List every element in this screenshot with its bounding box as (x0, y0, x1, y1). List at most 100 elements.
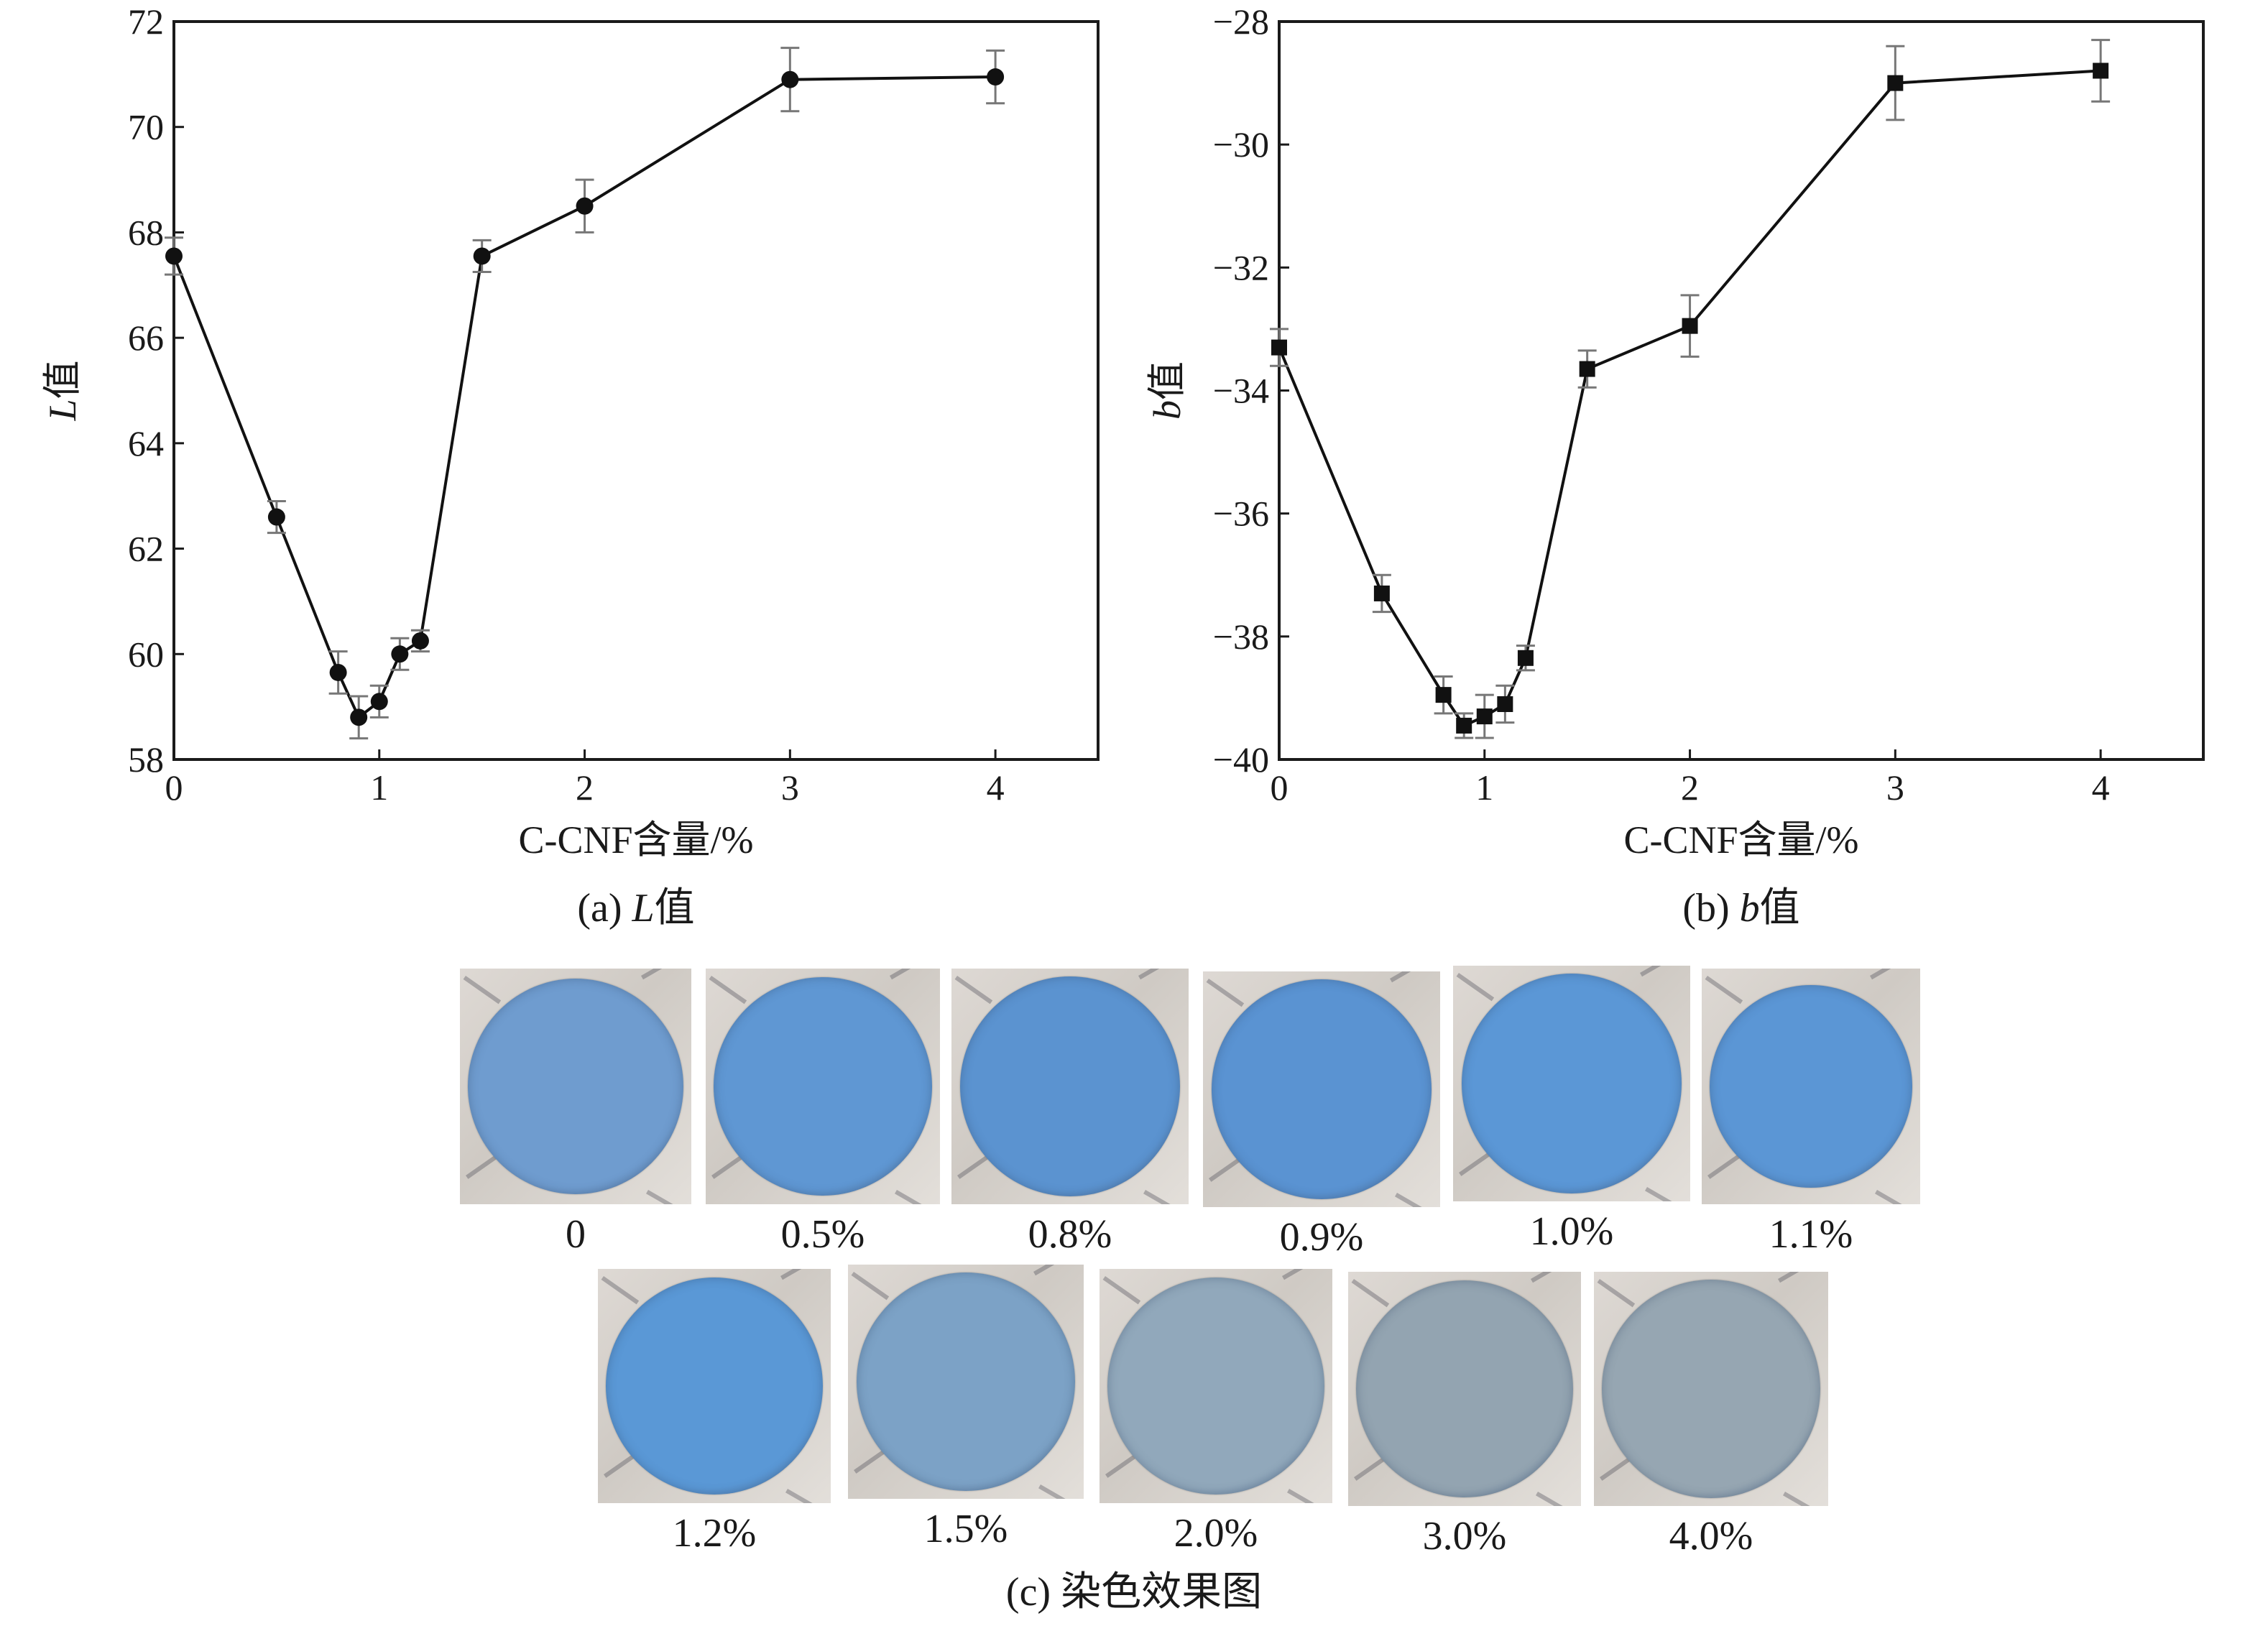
swatch-label: 0.5% (780, 1212, 865, 1257)
swatch-item: 1.0% (1453, 966, 1690, 1280)
y-tick-label: 64 (128, 423, 164, 463)
data-point (165, 247, 183, 265)
y-tick-label: 66 (128, 318, 164, 358)
data-point (1435, 687, 1452, 703)
data-point (1682, 318, 1698, 334)
x-tick-label: 4 (987, 767, 1005, 808)
sample-photo (1100, 1269, 1332, 1503)
swatch-label: 1.0% (1529, 1209, 1614, 1254)
swatch-label: 1.2% (672, 1511, 757, 1556)
swatch-item: 1.5% (848, 1265, 1084, 1578)
swatch-label: 0 (566, 1212, 586, 1257)
data-point (350, 708, 368, 726)
y-tick-label: −36 (1213, 494, 1269, 534)
sample-photo (598, 1269, 831, 1503)
swatch-label: 0.9% (1279, 1215, 1364, 1260)
sample-photo (951, 969, 1189, 1204)
y-tick-label: 68 (128, 212, 164, 252)
series-line (172, 75, 996, 720)
y-tick-label: 72 (128, 1, 164, 42)
dyed-disc (1356, 1280, 1573, 1497)
y-tick-label: −38 (1213, 616, 1269, 657)
sample-photo (1453, 966, 1690, 1201)
swatch-item: 4.0% (1594, 1272, 1828, 1585)
y-tick-label: 62 (128, 529, 164, 569)
swatch-label: 0.8% (1028, 1212, 1112, 1257)
data-point (411, 632, 429, 650)
data-point (781, 70, 799, 88)
dyed-disc (960, 976, 1180, 1196)
x-tick-label: 2 (576, 767, 594, 808)
x-tick-label: 3 (1886, 767, 1904, 808)
x-tick-label: 1 (1475, 767, 1493, 808)
swatch-item: 1.2% (598, 1269, 831, 1582)
dyed-disc (1710, 985, 1912, 1188)
y-tick-label: −34 (1213, 371, 1269, 411)
y-tick-label: −32 (1213, 247, 1269, 287)
data-point (1476, 708, 1493, 725)
swatch-item: 1.1% (1702, 969, 1920, 1283)
sample-photo (460, 969, 691, 1204)
sample-photo (706, 969, 940, 1204)
chart-caption: (a) L值 (577, 886, 694, 930)
series-line (1278, 69, 2101, 728)
data-point (1887, 75, 1904, 91)
data-point (2093, 63, 2109, 79)
data-point (391, 645, 409, 663)
swatch-item: 0 (460, 969, 691, 1283)
x-tick-label: 2 (1681, 767, 1699, 808)
dyed-disc (1462, 974, 1682, 1193)
caption-c: (c) 染色效果图 (1005, 1570, 1263, 1615)
swatch-label: 4.0% (1669, 1514, 1753, 1558)
dyed-disc (857, 1272, 1075, 1491)
plot-frame (172, 20, 1100, 761)
data-point (1517, 650, 1534, 666)
dyed-disc (606, 1278, 823, 1495)
y-tick-label: 60 (128, 634, 164, 674)
x-axis-label: C-CNF含量/% (1623, 818, 1858, 861)
swatch-item: 0.5% (706, 969, 940, 1283)
y-tick-label: 70 (128, 107, 164, 147)
x-tick-label: 0 (1271, 767, 1289, 808)
swatch-item: 0.9% (1203, 971, 1440, 1286)
dyed-disc (1212, 979, 1432, 1199)
data-point (1579, 361, 1595, 377)
swatch-label: 3.0% (1422, 1514, 1507, 1558)
sample-photo (848, 1265, 1084, 1499)
dyed-disc (1602, 1280, 1820, 1498)
swatch-label: 1.5% (923, 1507, 1008, 1551)
data-point (576, 197, 594, 215)
y-tick-label: −30 (1213, 124, 1269, 165)
data-point (473, 247, 491, 265)
y-tick-label: 58 (128, 739, 164, 780)
chart-l-value: 0 1 2 3 4 58 60 62 64 66 68 70 72 C-CNF含量/% L值 (a) L值 (41, 1, 1100, 930)
y-tick-label: −28 (1213, 1, 1269, 42)
data-point (329, 663, 347, 681)
chart-caption: (b) b值 (1682, 886, 1799, 930)
plot-frame (1278, 20, 2205, 761)
swatch-item: 3.0% (1348, 1272, 1581, 1585)
dyed-disc (1107, 1278, 1324, 1495)
chart-b-value: 0 1 2 3 4 −40 −38 −36 −34 −32 −30 −28 C-CNF含量/% b值 (b)… (1145, 1, 2205, 930)
swatch-item: 0.8% (951, 969, 1189, 1283)
x-tick-label: 3 (781, 767, 799, 808)
data-point (1497, 696, 1513, 712)
data-point (1373, 585, 1390, 601)
swatch-label: 2.0% (1174, 1511, 1258, 1556)
sample-photo (1348, 1272, 1581, 1506)
x-tick-label: 1 (370, 767, 388, 808)
data-point (370, 693, 388, 711)
sample-photo (1702, 969, 1920, 1204)
data-point (1271, 339, 1287, 356)
y-axis-label: b值 (1145, 361, 1189, 420)
x-tick-label: 0 (165, 767, 183, 808)
swatch-item: 2.0% (1100, 1269, 1332, 1582)
swatch-label: 1.1% (1769, 1212, 1853, 1257)
dyed-disc (714, 977, 932, 1196)
x-tick-label: 4 (2092, 767, 2110, 808)
dyed-disc (468, 979, 683, 1194)
x-axis-label: C-CNF含量/% (518, 818, 753, 861)
sample-photo (1594, 1272, 1828, 1506)
data-point (267, 508, 285, 526)
sample-photo (1203, 971, 1440, 1207)
